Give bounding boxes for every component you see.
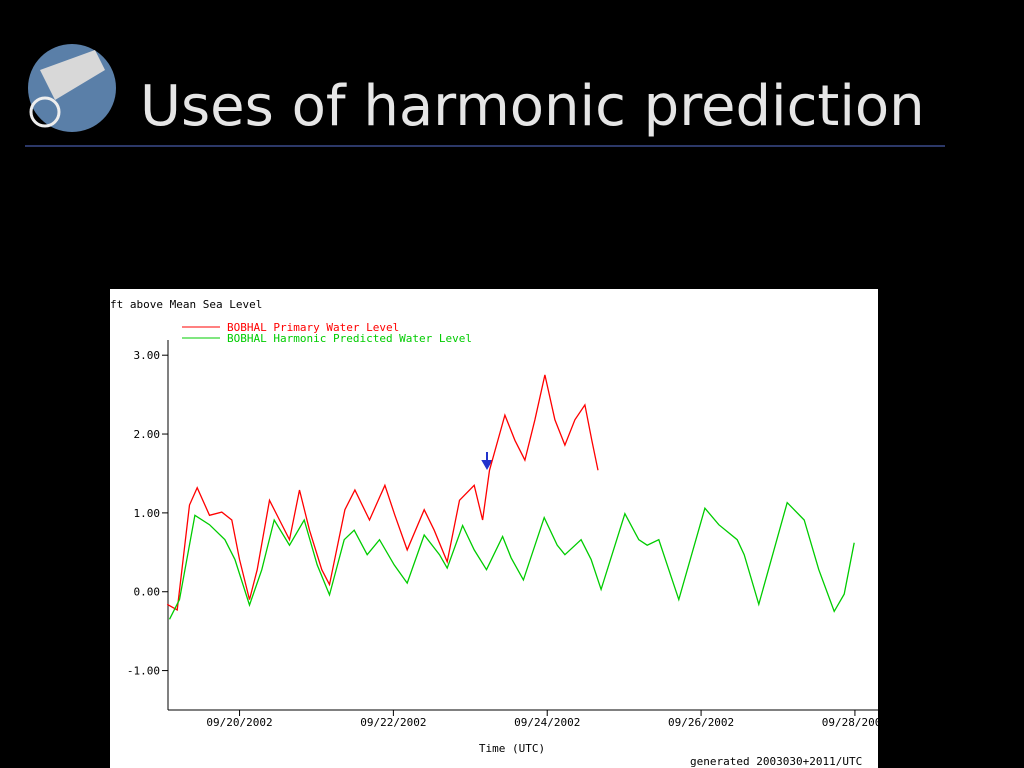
y-tick-label: 1.00 bbox=[134, 507, 161, 520]
x-tick-label: 09/26/2002 bbox=[668, 716, 734, 729]
y-tick-label: 3.00 bbox=[134, 349, 161, 362]
y-tick-label: -1.00 bbox=[127, 665, 160, 678]
series-line bbox=[166, 374, 599, 611]
y-axis-label: ft above Mean Sea Level bbox=[110, 298, 262, 311]
legend-label: BOBHAL Primary Water Level bbox=[227, 321, 399, 334]
x-tick-label: 09/24/2002 bbox=[514, 716, 580, 729]
slide-title: Uses of harmonic prediction bbox=[140, 74, 925, 139]
x-tick-label: 09/28/2002 bbox=[822, 716, 888, 729]
annotation-arrow bbox=[481, 452, 493, 471]
chart-background bbox=[110, 289, 878, 768]
y-tick-label: 0.00 bbox=[134, 586, 161, 599]
x-axis-label: Time (UTC) bbox=[479, 742, 545, 755]
footnote: generated 2003030+2011/UTC bbox=[690, 755, 862, 768]
logo bbox=[28, 44, 116, 132]
x-tick-label: 09/22/2002 bbox=[360, 716, 426, 729]
chart: ft above Mean Sea Level Time (UTC) gener… bbox=[110, 289, 888, 768]
y-tick-label: 2.00 bbox=[134, 428, 161, 441]
series-line bbox=[168, 501, 855, 620]
legend-label: BOBHAL Harmonic Predicted Water Level bbox=[227, 332, 472, 345]
x-tick-label: 09/20/2002 bbox=[206, 716, 272, 729]
